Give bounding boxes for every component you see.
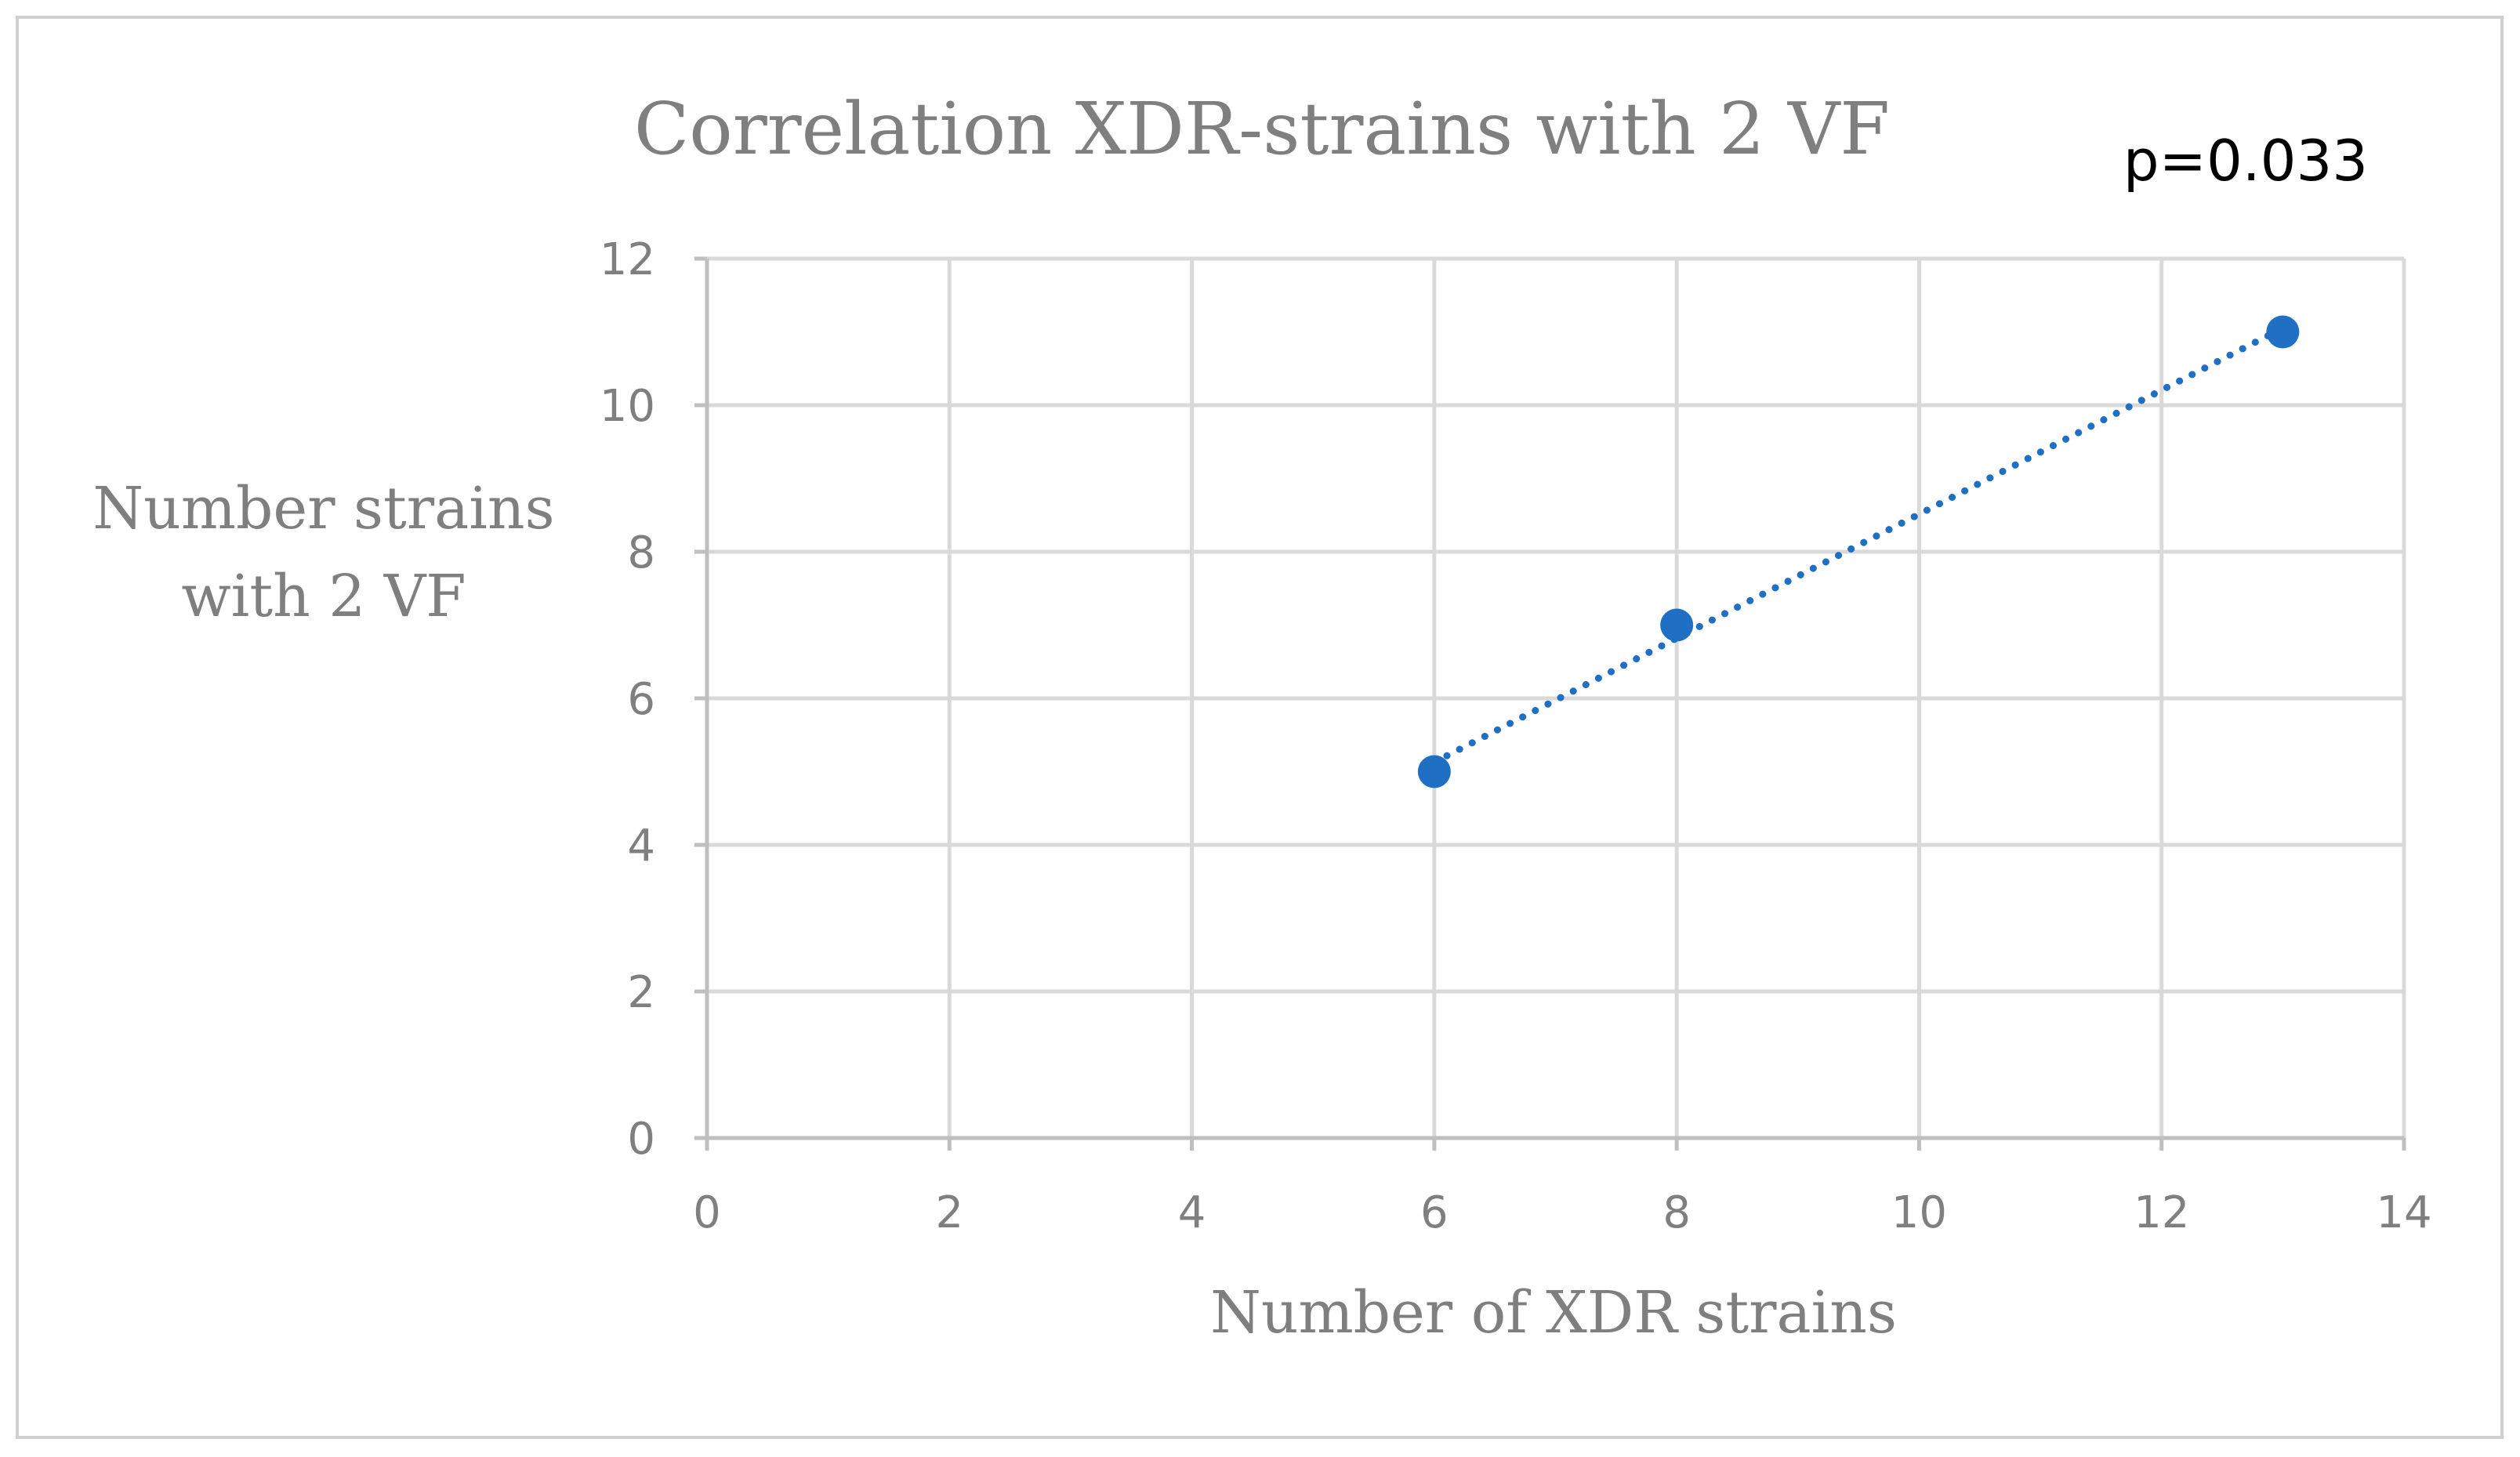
- axes: [694, 256, 2406, 1151]
- p-value-annotation: p=0.033: [2123, 128, 2368, 194]
- trendline-group: [1430, 324, 2286, 767]
- y-tick-labels: 0 2 4 6 8 10 12: [600, 234, 655, 1165]
- y-axis-label-line-2: with 2 VF: [181, 563, 466, 630]
- x-tick-label: 6: [1420, 1187, 1449, 1238]
- x-axis-label: Number of XDR strains: [1210, 1279, 1897, 1346]
- y-tick-label: 0: [627, 1114, 655, 1165]
- grid: [707, 256, 2406, 1138]
- y-axis-label-line-1: Number strains: [92, 475, 554, 542]
- x-tick-label: 4: [1178, 1187, 1206, 1238]
- y-tick-label: 2: [627, 967, 655, 1018]
- x-tick-label: 8: [1662, 1187, 1691, 1238]
- data-point: [1417, 755, 1451, 788]
- chart-title: Correlation XDR-strains with 2 VF: [634, 87, 1890, 171]
- x-tick-label: 14: [2376, 1187, 2431, 1238]
- x-tick-label: 2: [935, 1187, 963, 1238]
- y-tick-label: 8: [627, 527, 655, 578]
- x-tick-label: 12: [2134, 1187, 2189, 1238]
- y-tick-label: 10: [600, 381, 655, 432]
- y-tick-label: 12: [600, 234, 655, 285]
- x-tick-label: 10: [1891, 1187, 1947, 1238]
- y-tick-label: 4: [627, 821, 655, 872]
- chart-frame: [16, 16, 2504, 1439]
- y-tick-label: 6: [627, 674, 655, 725]
- data-point: [1660, 608, 1694, 642]
- data-points: [1417, 315, 2300, 788]
- x-tick-label: 0: [693, 1187, 721, 1238]
- trendline: [1430, 324, 2286, 767]
- x-tick-labels: 0 2 4 6 8 10 12 14: [693, 1187, 2431, 1238]
- data-point: [2266, 315, 2300, 349]
